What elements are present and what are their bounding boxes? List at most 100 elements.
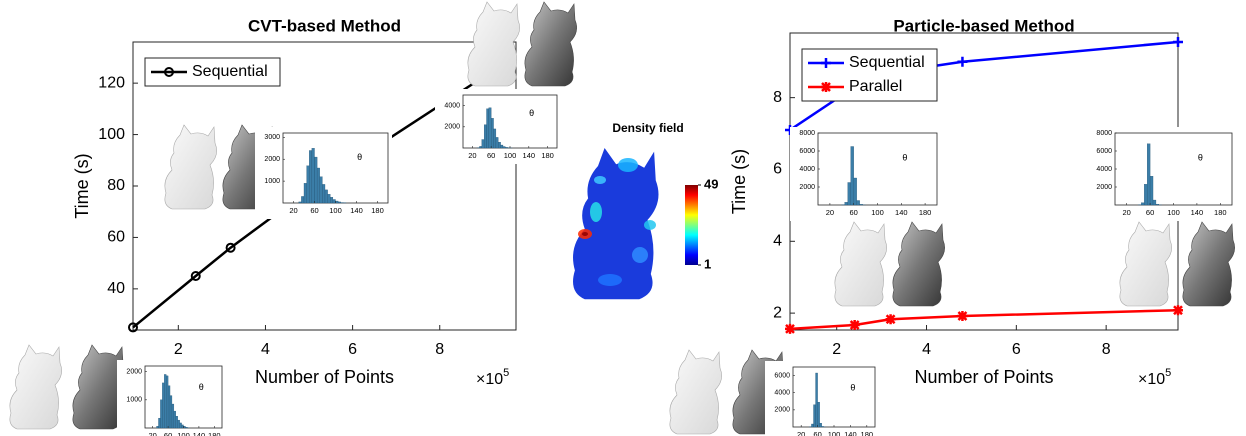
- hist-bar: [156, 426, 159, 429]
- inset-y-tick-label: 2000: [774, 407, 790, 414]
- marker: [1173, 36, 1183, 47]
- x-tick-label: 2: [832, 341, 841, 358]
- hist-bar: [850, 146, 854, 206]
- legend-box: [801, 48, 938, 102]
- mesh-wireframe: [669, 349, 723, 435]
- inset-x-tick-label: 60: [850, 208, 858, 217]
- inset-y-tick-label: 6000: [799, 148, 815, 155]
- marker: [1173, 305, 1183, 316]
- inset-y-tick-label: 8000: [799, 130, 815, 137]
- inset-x-tick-label: 60: [813, 430, 821, 436]
- hist-bar: [160, 399, 163, 429]
- hist-bar: [856, 200, 860, 206]
- hist-bar: [1141, 202, 1145, 206]
- density-spot: [598, 274, 622, 286]
- inset-x-tick-label: 60: [487, 151, 495, 160]
- inset-x-tick-label: 60: [1146, 208, 1154, 217]
- hist-bar: [495, 137, 499, 149]
- x-tick-label: 6: [348, 341, 357, 358]
- hist-bar: [173, 410, 176, 429]
- inset-x-label: θ: [1198, 153, 1203, 163]
- x-multiplier: ×105: [1138, 367, 1171, 388]
- inset-axes: [1114, 132, 1233, 206]
- hist-bar: [306, 165, 310, 204]
- marker: [225, 242, 236, 253]
- density-spot: [644, 220, 656, 230]
- inset-axes: [817, 132, 938, 206]
- hist-bar: [167, 385, 171, 429]
- hist-bar: [322, 184, 326, 204]
- marker: [128, 322, 138, 333]
- legend-label: Parallel: [849, 78, 902, 95]
- hist-bar: [815, 372, 818, 428]
- multiplier-exponent: 5: [1165, 367, 1171, 379]
- x-tick-label: 8: [435, 341, 444, 358]
- hist-bar: [500, 144, 504, 149]
- y-tick-label: 6: [773, 161, 782, 178]
- hist-bar: [488, 107, 492, 149]
- inset-axes: [462, 94, 558, 149]
- hist-bar: [324, 189, 328, 204]
- inset-x-label: θ: [199, 382, 204, 392]
- hist-bar: [479, 146, 482, 149]
- inset-y-tick-label: 6000: [1096, 148, 1112, 155]
- hist-bar: [491, 118, 494, 149]
- hist-bar: [298, 201, 302, 204]
- hist-bar: [844, 202, 848, 206]
- hist-bar: [1155, 204, 1160, 206]
- hist-bar: [1144, 184, 1148, 206]
- marker: [785, 323, 795, 334]
- hist-bar: [166, 375, 169, 429]
- hist-bar: [486, 108, 489, 149]
- inset-y-tick-label: 1000: [126, 397, 142, 404]
- inset-x-tick-label: 140: [895, 208, 908, 217]
- inset-x-tick-label: 60: [164, 431, 172, 436]
- mesh-shaded: [1182, 221, 1236, 307]
- hist-bar: [498, 142, 501, 149]
- hist-bar: [175, 416, 178, 429]
- inset-y-tick-label: 2000: [126, 368, 142, 375]
- hist-bar: [319, 176, 323, 204]
- hist-bar: [309, 150, 313, 204]
- hist-bar: [811, 423, 814, 428]
- marker: [190, 271, 201, 281]
- mesh-wireframe: [9, 344, 63, 430]
- legend-marker: [821, 82, 831, 92]
- density-spot: [594, 176, 606, 184]
- hist-bar: [1149, 176, 1154, 206]
- mesh-shaded: [524, 1, 578, 87]
- inset-x-tick-label: 20: [289, 206, 297, 215]
- marker: [957, 310, 968, 321]
- hist-bar: [337, 201, 341, 204]
- hist-bar: [483, 124, 487, 149]
- y-tick-label: 60: [107, 229, 125, 246]
- hist-bar: [493, 128, 497, 149]
- inset-x-tick-label: 100: [871, 208, 884, 217]
- multiplier-base: ×10: [1138, 371, 1165, 388]
- x-tick-label: 6: [1012, 341, 1021, 358]
- multiplier-base: ×10: [476, 371, 503, 388]
- y-tick-label: 120: [98, 74, 125, 91]
- inset-x-tick-label: 20: [797, 430, 805, 436]
- y-tick-label: 8: [773, 89, 782, 106]
- y-tick-label: 4: [773, 233, 782, 250]
- density-spot: [590, 202, 602, 222]
- hist-bar: [185, 427, 188, 429]
- marker: [957, 56, 968, 67]
- density-spot: [618, 158, 638, 172]
- hist-bar: [158, 417, 161, 429]
- hist-bar: [169, 395, 173, 429]
- inset-y-tick-label: 2000: [1096, 184, 1112, 191]
- hist-bar: [164, 374, 167, 429]
- inset-x-label: θ: [902, 153, 907, 163]
- inset-x-tick-label: 20: [1123, 208, 1131, 217]
- inset-y-tick-label: 8000: [1096, 130, 1112, 137]
- inset-x-tick-label: 140: [844, 430, 857, 436]
- inset-x-tick-label: 100: [828, 430, 841, 436]
- inset-x-tick-label: 180: [208, 431, 221, 436]
- inset-x-tick-label: 180: [919, 208, 932, 217]
- hist-bar: [316, 167, 320, 204]
- hist-bar: [505, 147, 508, 149]
- inset-x-tick-label: 100: [504, 151, 517, 160]
